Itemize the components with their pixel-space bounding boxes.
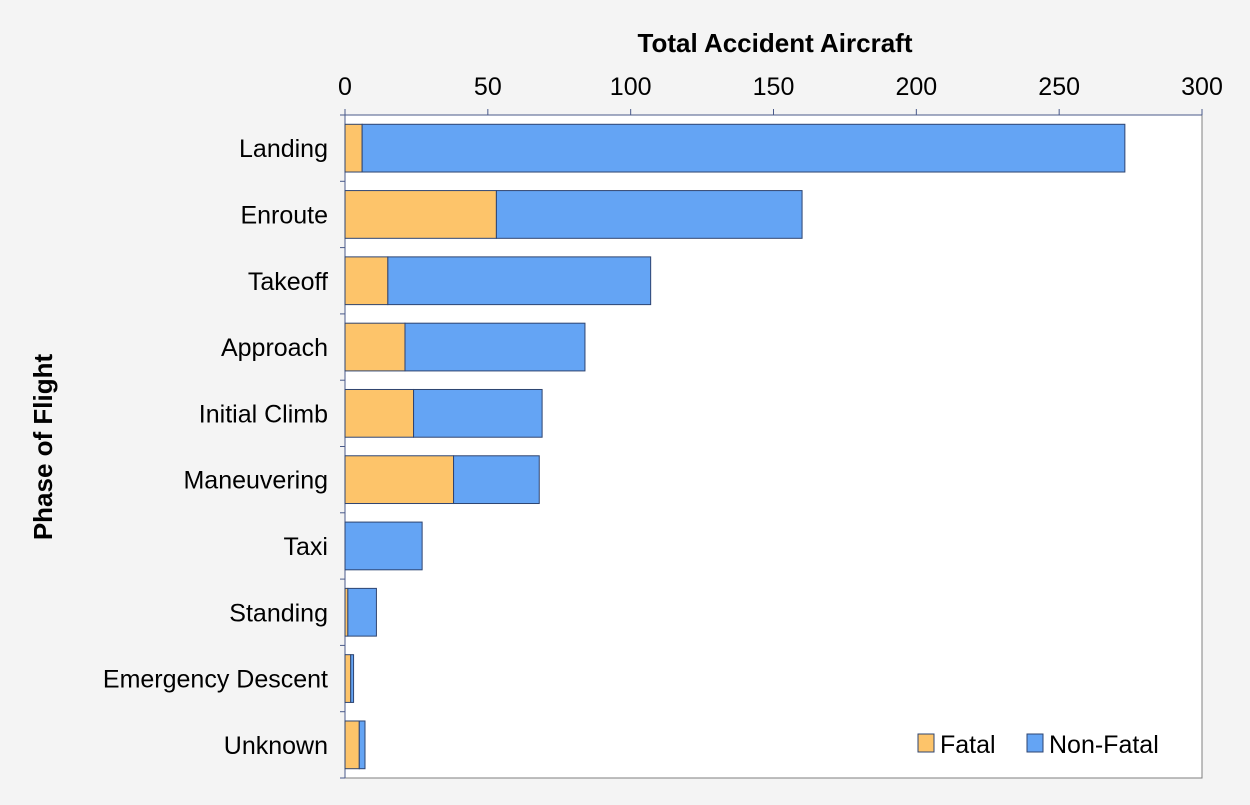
x-tick-label: 150: [753, 73, 795, 101]
y-tick-label: Standing: [229, 599, 328, 627]
bar-fatal: [344, 654, 352, 703]
legend-label: Fatal: [940, 731, 996, 759]
y-tick-label: Unknown: [224, 732, 328, 760]
bar-fatal: [344, 190, 497, 239]
bar-fatal: [344, 388, 415, 438]
legend: Fatal Non-Fatal: [917, 731, 1159, 759]
bar-non-fatal: [387, 256, 652, 306]
y-tick-label: Maneuvering: [183, 467, 328, 495]
legend-swatch: [917, 733, 935, 753]
x-tick-label: 100: [610, 73, 652, 101]
bar-non-fatal: [413, 388, 543, 438]
x-tick-label: 0: [338, 73, 352, 101]
bar-non-fatal: [361, 123, 1126, 173]
y-axis-ticks: Landing Enroute Takeoff Approach Initial Cli…: [103, 114, 346, 779]
bar-fatal: [344, 455, 455, 505]
bar-fatal: [344, 123, 363, 173]
x-tick-label: 50: [474, 73, 502, 101]
y-tick-label: Enroute: [240, 201, 328, 229]
bar-fatal: [344, 256, 389, 306]
y-tick-label: Taxi: [284, 533, 328, 561]
bar-non-fatal: [453, 455, 540, 505]
x-tick-label: 300: [1181, 73, 1223, 101]
x-axis-title: Total Accident Aircraft: [638, 28, 913, 58]
x-tick-label: 200: [895, 73, 937, 101]
y-tick-label: Landing: [239, 135, 328, 163]
bar-non-fatal: [358, 720, 366, 770]
y-tick-label: Initial Climb: [199, 400, 328, 428]
legend-swatch: [1026, 733, 1044, 753]
bars: [344, 123, 1126, 770]
bar-fatal: [344, 322, 406, 372]
bar-non-fatal: [495, 190, 803, 239]
x-axis-ticks: 0 50 100 150 200 250 300: [338, 73, 1223, 116]
bar-fatal: [344, 720, 360, 770]
x-tick-label: 250: [1038, 73, 1080, 101]
bar-non-fatal: [350, 654, 355, 703]
y-tick-label: Approach: [221, 334, 328, 362]
y-tick-label: Takeoff: [248, 268, 328, 296]
y-axis-title: Phase of Flight: [28, 353, 58, 540]
bar-non-fatal: [404, 322, 586, 372]
bar-non-fatal: [347, 587, 377, 637]
bar-non-fatal: [344, 521, 423, 571]
legend-label: Non-Fatal: [1049, 731, 1159, 759]
y-tick-label: Emergency Descent: [103, 666, 328, 694]
